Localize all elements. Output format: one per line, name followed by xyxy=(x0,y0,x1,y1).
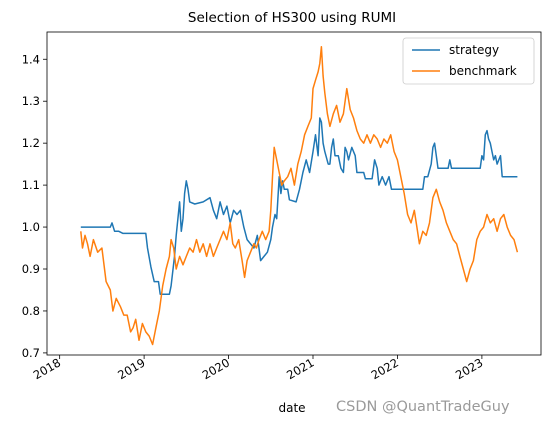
y-tick-label: 1.3 xyxy=(22,94,40,108)
series-line-benchmark xyxy=(80,45,519,346)
y-tick-label: 1.1 xyxy=(22,178,40,192)
x-axis-label: date xyxy=(278,401,305,415)
y-tick-label: 0.9 xyxy=(22,262,40,276)
x-tick-label: 2021 xyxy=(284,355,316,382)
y-tick-label: 1.4 xyxy=(22,52,40,66)
y-tick-label: 1.2 xyxy=(22,136,40,150)
series-line-strategy xyxy=(80,117,518,295)
watermark-text: CSDN @QuantTradeGuy xyxy=(336,399,510,415)
x-tick-label: 2019 xyxy=(115,355,147,382)
legend: strategy benchmark xyxy=(402,37,535,85)
x-tick-label: 2023 xyxy=(453,355,485,382)
plot-frame xyxy=(46,31,542,356)
legend-strategy-label: strategy xyxy=(449,43,499,57)
x-tick-label: 2020 xyxy=(200,355,232,382)
plot-area xyxy=(80,45,519,346)
legend-benchmark-label: benchmark xyxy=(449,64,517,78)
y-tick-label: 0.7 xyxy=(22,346,40,360)
y-tick-label: 0.8 xyxy=(22,304,40,318)
y-tick-label: 1.0 xyxy=(22,220,40,234)
x-tick-label: 2022 xyxy=(369,355,401,382)
chart-title: Selection of HS300 using RUMI xyxy=(188,10,396,26)
